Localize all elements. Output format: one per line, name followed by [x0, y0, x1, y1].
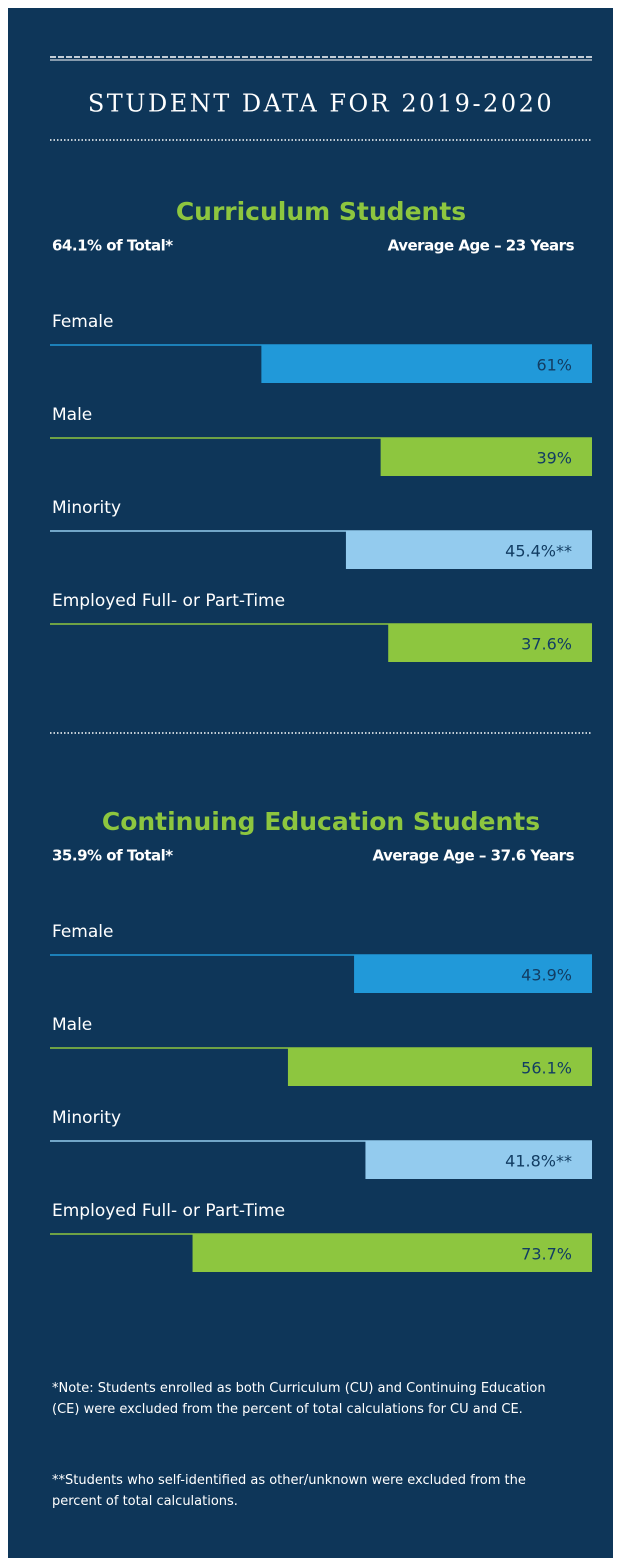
bar — [261, 345, 592, 383]
bar — [380, 438, 592, 476]
value-label: 61% — [536, 356, 572, 375]
category-label: Minority — [52, 1108, 121, 1128]
category-label: Female — [52, 312, 113, 332]
category-label: Employed Full- or Part-Time — [52, 591, 285, 611]
category-label: Minority — [52, 498, 121, 518]
category-label: Employed Full- or Part-Time — [52, 1201, 285, 1221]
annotation: 35.9% of Total* — [52, 847, 173, 865]
value-label: 41.8%** — [505, 1152, 572, 1171]
page-title: STUDENT DATA FOR 2019-2020 — [88, 90, 554, 118]
section-title: Continuing Education Students — [102, 807, 540, 836]
bar — [287, 1048, 592, 1086]
note: **Students who self-identified as other/… — [52, 1473, 526, 1509]
annotation: 64.1% of Total* — [52, 237, 173, 255]
bar — [192, 1234, 592, 1272]
value-label: 39% — [536, 449, 572, 468]
section-title: Curriculum Students — [176, 197, 466, 226]
note: *Note: Students enrolled as both Curricu… — [52, 1381, 546, 1417]
category-label: Male — [52, 405, 92, 425]
category-label: Female — [52, 922, 113, 942]
value-label: 56.1% — [521, 1059, 572, 1078]
panel — [8, 8, 613, 1558]
bar — [345, 531, 592, 569]
value-label: 43.9% — [521, 966, 572, 985]
bar — [388, 624, 592, 662]
value-label: 45.4%** — [505, 542, 572, 561]
bar — [365, 1141, 592, 1179]
annotation: Average Age – 23 Years — [388, 237, 575, 255]
value-label: 37.6% — [521, 635, 572, 654]
annotation: Average Age – 37.6 Years — [373, 847, 575, 865]
value-label: 73.7% — [521, 1245, 572, 1264]
category-label: Male — [52, 1015, 92, 1035]
bar — [354, 955, 592, 993]
